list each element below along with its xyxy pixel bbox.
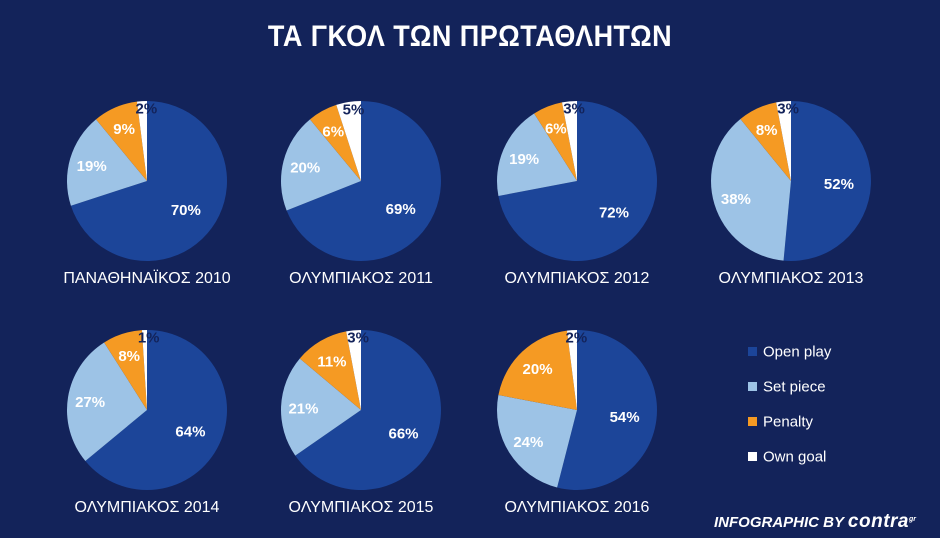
pie-2: 72% 19% 6% 3% ΟΛΥΜΠΙΑΚΟΣ 2012 [497, 101, 657, 287]
pie-label: ΟΛΥΜΠΙΑΚΟΣ 2016 [505, 499, 650, 516]
pie-slice-penalty [740, 102, 791, 181]
pie-label: ΟΛΥΜΠΙΑΚΟΣ 2011 [289, 270, 433, 287]
pie-slice-open-play [498, 101, 657, 261]
pie-label: ΠΑΝΑΘΗΝΑΪΚΟΣ 2010 [63, 269, 230, 287]
pie-slice-set-piece [711, 119, 791, 261]
legend-item: Open play [748, 343, 831, 361]
brand-logo: contra [847, 511, 909, 532]
data-label: 6% [545, 120, 567, 137]
pie-slice-penalty [96, 101, 147, 181]
data-label: 5% [343, 101, 365, 118]
pie-slice-set-piece [281, 358, 361, 456]
data-label: 70% [171, 202, 201, 219]
data-label: 9% [113, 121, 135, 138]
data-label: 64% [175, 423, 205, 440]
pie-slice-penalty [310, 104, 361, 181]
data-label: 1% [138, 329, 160, 346]
pie-slice-open-play [70, 101, 227, 261]
pie-label: ΟΛΥΜΠΙΑΚΟΣ 2014 [75, 499, 220, 516]
legend-item: Own goal [748, 448, 826, 466]
pie-slice-open-play [295, 330, 441, 491]
legend-swatch [748, 417, 757, 427]
pie-slice-open-play [557, 330, 657, 490]
pie-slice-penalty [498, 330, 577, 410]
pie-slice-set-piece [497, 395, 577, 488]
data-label: 19% [77, 158, 107, 175]
pie-slice-open-play [286, 101, 441, 261]
data-label: 27% [75, 394, 105, 411]
pie-label: ΟΛΥΜΠΙΑΚΟΣ 2015 [289, 499, 434, 516]
legend-label: Own goal [763, 448, 827, 466]
data-label: 6% [322, 124, 344, 141]
data-label: 52% [824, 176, 854, 193]
data-label: 2% [566, 330, 588, 347]
pie-slice-own-goal [776, 101, 791, 181]
pie-slice-open-play [85, 330, 228, 491]
legend-label: Open play [763, 343, 832, 361]
data-label: 38% [721, 191, 751, 208]
pie-slice-penalty [104, 330, 147, 410]
data-label: 2% [136, 101, 158, 118]
footer-prefix: INFOGRAPHIC BY [714, 514, 844, 531]
pie-5: 66% 21% 11%3% ΟΛΥΜΠΙΑΚΟΣ 2015 [281, 330, 441, 516]
data-label: 3% [563, 101, 585, 118]
data-label: 19% [509, 151, 539, 168]
pie-slice-own-goal [136, 101, 147, 181]
pie-slice-set-piece [280, 119, 361, 211]
pie-slice-own-goal [346, 330, 361, 410]
legend-swatch [748, 382, 757, 392]
legend-item: Set piece [748, 378, 826, 396]
data-label: 69% [386, 201, 416, 218]
data-label: 3% [777, 101, 799, 118]
footer-credit: INFOGRAPHIC BY contragr [714, 511, 916, 533]
pie-label: ΟΛΥΜΠΙΑΚΟΣ 2013 [719, 270, 864, 287]
pie-slice-own-goal [141, 330, 147, 410]
pie-slice-open-play [783, 101, 871, 261]
pie-slice-set-piece [67, 119, 147, 206]
legend-item: Penalty [748, 413, 813, 431]
brand-suffix: gr [909, 516, 916, 523]
pie-slice-own-goal [566, 330, 577, 410]
pie-1: 69% 20% 6% 5% ΟΛΥΜΠΙΑΚΟΣ 2011 [280, 101, 441, 287]
legend-label: Set piece [763, 378, 826, 396]
pie-slice-penalty [534, 102, 577, 181]
pie-slice-set-piece [67, 342, 147, 461]
pie-label: ΟΛΥΜΠΙΑΚΟΣ 2012 [505, 270, 650, 287]
pie-slice-set-piece [497, 113, 577, 196]
data-label: 72% [599, 205, 629, 222]
chart-title: ΤΑ ΓΚΟΛ ΤΩΝ ΠΡΩΤΑΘΛΗΤΩΝ [267, 20, 673, 53]
data-label: 8% [756, 122, 778, 139]
data-label: 21% [288, 400, 318, 417]
data-label: 3% [347, 330, 369, 347]
legend-swatch [748, 347, 757, 357]
data-label: 20% [523, 361, 553, 378]
pie-0: 70% 19% 9%2% ΠΑΝΑΘΗΝΑΪΚΟΣ 2010 [63, 101, 230, 287]
pie-4: 64% 27% 8% 1% ΟΛΥΜΠΙΑΚΟΣ 2014 [67, 329, 228, 516]
legend-label: Penalty [763, 413, 814, 431]
data-label: 11% [317, 353, 346, 370]
data-label: 20% [290, 160, 320, 177]
pie-slice-own-goal [336, 101, 361, 181]
legend-swatch [748, 452, 757, 462]
pie-3: 52% 38% 8% 3% ΟΛΥΜΠΙΑΚΟΣ 2013 [711, 101, 871, 287]
pie-slice-own-goal [562, 101, 577, 181]
pie-slice-penalty [299, 331, 361, 410]
data-label: 24% [513, 434, 543, 451]
data-label: 66% [389, 425, 419, 442]
pie-6: 54% 24% 20% 2% ΟΛΥΜΠΙΑΚΟΣ 2016 [497, 330, 657, 516]
data-label: 54% [610, 409, 640, 426]
data-label: 8% [118, 348, 140, 365]
